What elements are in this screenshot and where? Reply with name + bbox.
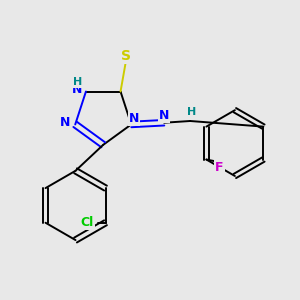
Text: N: N bbox=[60, 116, 71, 129]
Text: S: S bbox=[121, 49, 131, 63]
Text: H: H bbox=[187, 107, 196, 117]
Text: N: N bbox=[159, 109, 169, 122]
Text: Cl: Cl bbox=[80, 216, 94, 229]
Text: F: F bbox=[215, 161, 224, 174]
Text: N: N bbox=[129, 112, 139, 125]
Text: N: N bbox=[72, 83, 83, 96]
Text: H: H bbox=[73, 77, 82, 87]
